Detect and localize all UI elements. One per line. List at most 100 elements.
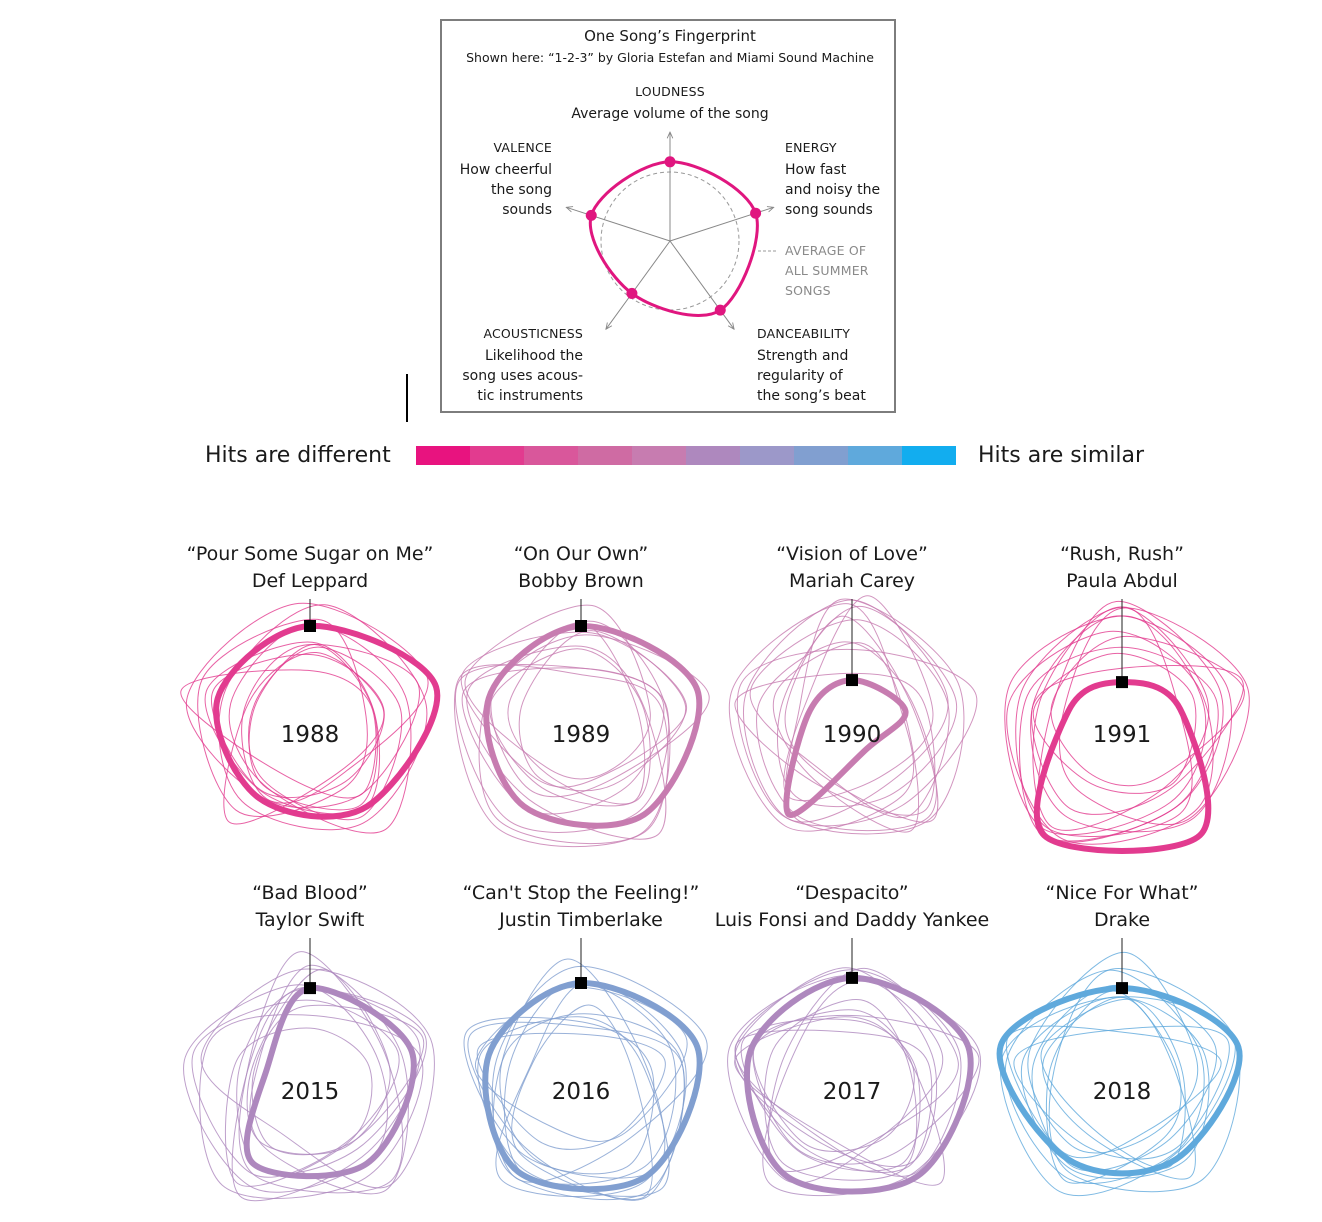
song-title: “Rush, Rush” xyxy=(1060,543,1184,565)
highlight-marker xyxy=(1116,676,1128,689)
song-curve xyxy=(518,630,687,792)
song-curve xyxy=(1058,607,1250,826)
song-curve xyxy=(1005,1025,1222,1159)
scale-swatch-2 xyxy=(524,446,578,465)
scale-swatch-4 xyxy=(632,446,686,465)
song-artist: Taylor Swift xyxy=(255,909,365,931)
song-curve xyxy=(727,974,944,1184)
scale-swatch-6 xyxy=(740,446,794,465)
song-label-1990: “Vision of Love” Mariah Carey xyxy=(687,541,1017,595)
example-point-valence xyxy=(585,209,597,221)
average-caption: AVERAGE OF ALL SUMMER SONGS xyxy=(785,243,869,298)
highlight-curve-2016 xyxy=(482,979,703,1193)
radar-chart-2016 xyxy=(463,938,708,1201)
scale-swatch-7 xyxy=(794,446,848,465)
highlight-marker xyxy=(846,971,858,984)
song-curve xyxy=(236,987,427,1175)
year-label-2015: 2015 xyxy=(280,1079,340,1105)
radar-chart-2017 xyxy=(727,938,982,1197)
song-curve xyxy=(183,984,388,1193)
song-label-1991: “Rush, Rush” Paula Abdul xyxy=(957,541,1287,595)
song-curve xyxy=(734,967,938,1167)
song-curve xyxy=(1032,653,1197,794)
scale-left-label: Hits are different xyxy=(205,443,391,468)
song-curve xyxy=(734,969,962,1177)
highlight-curve-1989 xyxy=(483,622,703,829)
radar-chart-1988 xyxy=(180,599,441,834)
song-curve xyxy=(238,951,404,1194)
highlight-curve-1990 xyxy=(783,677,909,818)
divider-bar xyxy=(406,374,408,422)
song-curve xyxy=(204,641,381,815)
song-curve xyxy=(768,967,959,1172)
highlight-marker xyxy=(575,620,587,632)
song-curve xyxy=(1006,630,1214,845)
song-label-2015: “Bad Blood” Taylor Swift xyxy=(145,880,475,934)
song-curve xyxy=(453,664,669,848)
energy-caption: ENERGY xyxy=(785,140,837,155)
song-artist: Paula Abdul xyxy=(1066,570,1178,592)
song-curve xyxy=(776,605,958,808)
song-curve xyxy=(756,641,937,832)
legend-axis-acousticness xyxy=(606,240,671,329)
highlight-marker xyxy=(846,674,858,687)
song-curve xyxy=(211,653,385,798)
song-title: “On Our Own” xyxy=(513,543,649,565)
song-curve xyxy=(463,1016,655,1175)
song-artist: Luis Fonsi and Daddy Yankee xyxy=(714,909,990,931)
song-curve xyxy=(495,981,687,1197)
year-label-1988: 1988 xyxy=(280,722,340,748)
song-title: “Can't Stop the Feeling!” xyxy=(462,882,700,904)
example-point-acousticness xyxy=(626,287,638,299)
song-curve xyxy=(197,618,368,817)
song-curve xyxy=(763,999,918,1181)
example-point-danceability xyxy=(714,304,726,316)
year-label-2017: 2017 xyxy=(822,1079,882,1105)
song-curve xyxy=(1031,664,1244,815)
similarity-color-scale xyxy=(416,446,956,465)
scale-right-label: Hits are similar xyxy=(978,443,1145,468)
song-curve xyxy=(223,651,385,825)
song-title: “Vision of Love” xyxy=(776,543,928,565)
example-point-energy xyxy=(750,207,762,219)
song-label-2018: “Nice For What” Drake xyxy=(957,880,1287,934)
song-label-1988: “Pour Some Sugar on Me” Def Leppard xyxy=(145,541,475,595)
highlight-curve-1991 xyxy=(1033,679,1212,854)
highlight-marker xyxy=(575,977,587,989)
song-curve xyxy=(734,1016,945,1186)
song-curve xyxy=(460,631,688,788)
song-curve xyxy=(249,964,409,1195)
song-title: “Bad Blood” xyxy=(252,882,368,904)
legend-subtitle: Shown here: “1-2-3” by Gloria Estefan an… xyxy=(466,50,874,65)
scale-swatch-5 xyxy=(686,446,740,465)
song-curve xyxy=(503,981,677,1185)
year-label-1989: 1989 xyxy=(551,722,611,748)
loudness-description: Average volume of the song xyxy=(571,106,769,122)
radar-chart-2018 xyxy=(996,938,1243,1197)
fingerprint-legend: One Song’s Fingerprint Shown here: “1-2-… xyxy=(440,19,896,413)
acousticness-caption: ACOUSTICNESS xyxy=(483,326,583,341)
song-label-2017: “Despacito” Luis Fonsi and Daddy Yankee xyxy=(687,880,1017,934)
danceability-description: Strength and regularity of the song’s be… xyxy=(757,348,866,404)
danceability-caption: DANCEABILITY xyxy=(757,326,851,341)
year-label-2018: 2018 xyxy=(1092,1079,1152,1105)
song-title: “Pour Some Sugar on Me” xyxy=(186,543,434,565)
song-curve xyxy=(180,669,377,799)
song-curve xyxy=(461,667,665,815)
highlight-curve-1988 xyxy=(213,622,441,820)
song-curve xyxy=(499,958,666,1179)
highlight-marker xyxy=(304,620,316,632)
highlight-curve-2017 xyxy=(744,974,974,1195)
legend-title: One Song’s Fingerprint xyxy=(584,27,756,45)
song-curve xyxy=(491,965,708,1183)
song-artist: Bobby Brown xyxy=(518,570,644,592)
song-curve xyxy=(1027,951,1199,1154)
song-curve xyxy=(241,643,420,809)
song-curve xyxy=(246,968,391,1155)
song-curve xyxy=(464,604,651,780)
highlight-marker xyxy=(1116,982,1128,995)
legend-radar xyxy=(442,21,778,415)
example-point-loudness xyxy=(664,156,676,168)
year-label-1990: 1990 xyxy=(822,722,882,748)
highlight-marker xyxy=(304,982,316,995)
